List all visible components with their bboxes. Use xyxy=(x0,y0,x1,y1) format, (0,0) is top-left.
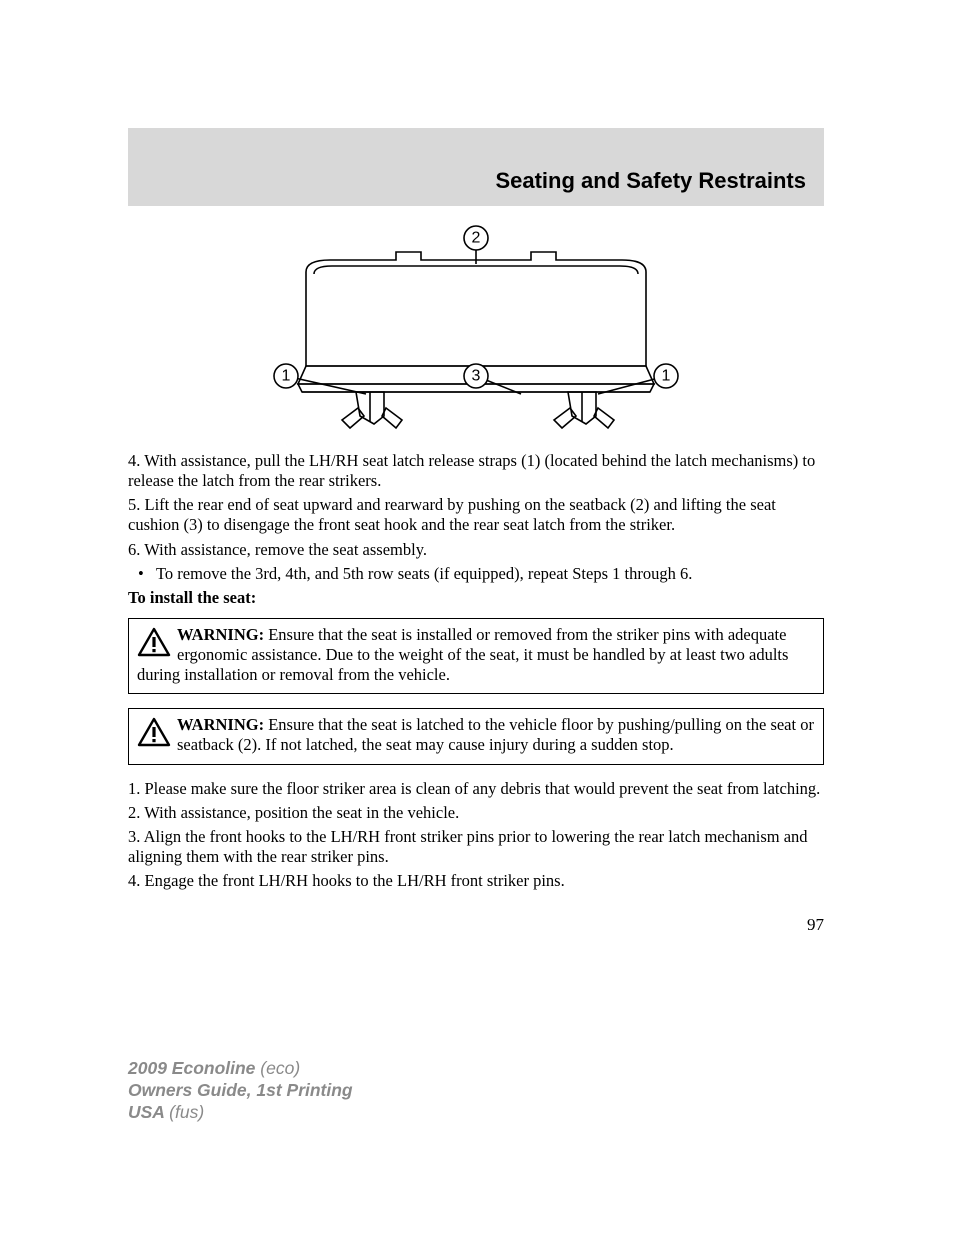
footer-line-1: 2009 Econoline (eco) xyxy=(128,1058,824,1080)
warning-2: WARNING: Ensure that the seat is latched… xyxy=(128,708,824,764)
warning-2-label: WARNING: xyxy=(177,715,264,734)
page-container: Seating and Safety Restraints xyxy=(128,128,824,935)
body-text: 4. With assistance, pull the LH/RH seat … xyxy=(128,451,824,935)
warning-1: WARNING: Ensure that the seat is install… xyxy=(128,618,824,694)
footer-line-3: USA (fus) xyxy=(128,1102,824,1124)
warning-icon xyxy=(137,717,171,752)
install-4: 4. Engage the front LH/RH hooks to the L… xyxy=(128,871,824,891)
footer: 2009 Econoline (eco) Owners Guide, 1st P… xyxy=(128,1058,824,1124)
seat-diagram: 2 1 3 1 xyxy=(128,216,824,441)
svg-text:1: 1 xyxy=(662,368,671,385)
seat-diagram-svg: 2 1 3 1 xyxy=(246,216,706,436)
svg-text:1: 1 xyxy=(282,368,291,385)
section-header: Seating and Safety Restraints xyxy=(128,128,824,206)
install-1: 1. Please make sure the floor striker ar… xyxy=(128,779,824,799)
step-6: 6. With assistance, remove the seat asse… xyxy=(128,540,824,560)
step-4: 4. With assistance, pull the LH/RH seat … xyxy=(128,451,824,491)
install-heading: To install the seat: xyxy=(128,588,824,608)
footer-line-2: Owners Guide, 1st Printing xyxy=(128,1080,824,1102)
install-2: 2. With assistance, position the seat in… xyxy=(128,803,824,823)
svg-text:3: 3 xyxy=(472,368,481,385)
bullet-repeat: To remove the 3rd, 4th, and 5th row seat… xyxy=(128,564,824,584)
warning-icon xyxy=(137,627,171,662)
install-3: 3. Align the front hooks to the LH/RH fr… xyxy=(128,827,824,867)
section-title: Seating and Safety Restraints xyxy=(495,168,806,193)
step-5: 5. Lift the rear end of seat upward and … xyxy=(128,495,824,535)
warning-2-text: Ensure that the seat is latched to the v… xyxy=(177,715,814,754)
page-number: 97 xyxy=(128,915,824,935)
svg-text:2: 2 xyxy=(472,230,481,247)
warning-1-label: WARNING: xyxy=(177,625,264,644)
